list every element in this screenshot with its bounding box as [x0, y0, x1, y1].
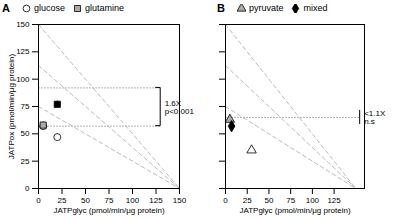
svg-text:100: 100 [126, 196, 140, 205]
html-text:glucose: glucose [34, 3, 65, 13]
svg-text:50: 50 [21, 129, 30, 138]
svg-text:125: 125 [149, 196, 163, 205]
html-text:pyruvate: pyruvate [249, 3, 284, 13]
svg-text:50: 50 [81, 196, 90, 205]
svg-text:25: 25 [58, 196, 67, 205]
svg-text:50: 50 [264, 196, 273, 205]
html-text:1.6X: 1.6X [164, 98, 182, 108]
svg-text:150: 150 [173, 196, 187, 205]
svg-text:100: 100 [306, 196, 320, 205]
html-text:p<0.001: p<0.001 [164, 106, 194, 116]
svg-text:125: 125 [16, 47, 30, 56]
svg-text:100: 100 [16, 75, 30, 84]
svg-text:JATPox (pmol/min/μg protein): JATPox (pmol/min/μg protein) [7, 53, 16, 159]
html-text:mixed: mixed [303, 3, 328, 13]
svg-text:JATPglyc (pmol/min/μg protein): JATPglyc (pmol/min/μg protein) [53, 206, 164, 215]
svg-text:0: 0 [36, 196, 41, 205]
svg-text:25: 25 [21, 157, 30, 166]
svg-text:25: 25 [243, 196, 252, 205]
svg-text:0: 0 [223, 196, 228, 205]
svg-text:150: 150 [16, 20, 30, 29]
svg-text:75: 75 [105, 196, 114, 205]
html-text:glutamine: glutamine [85, 3, 124, 13]
svg-text:125: 125 [327, 196, 341, 205]
svg-text:75: 75 [21, 102, 30, 111]
html-text:B: B [217, 2, 225, 14]
svg-text:<1.1Xn.s: <1.1Xn.s [364, 109, 386, 126]
html-text:A: A [2, 2, 10, 14]
svg-text:0: 0 [25, 184, 30, 193]
svg-text:JATPglyc (pmol/min/μg protein): JATPglyc (pmol/min/μg protein) [239, 206, 350, 215]
svg-text:75: 75 [286, 196, 295, 205]
